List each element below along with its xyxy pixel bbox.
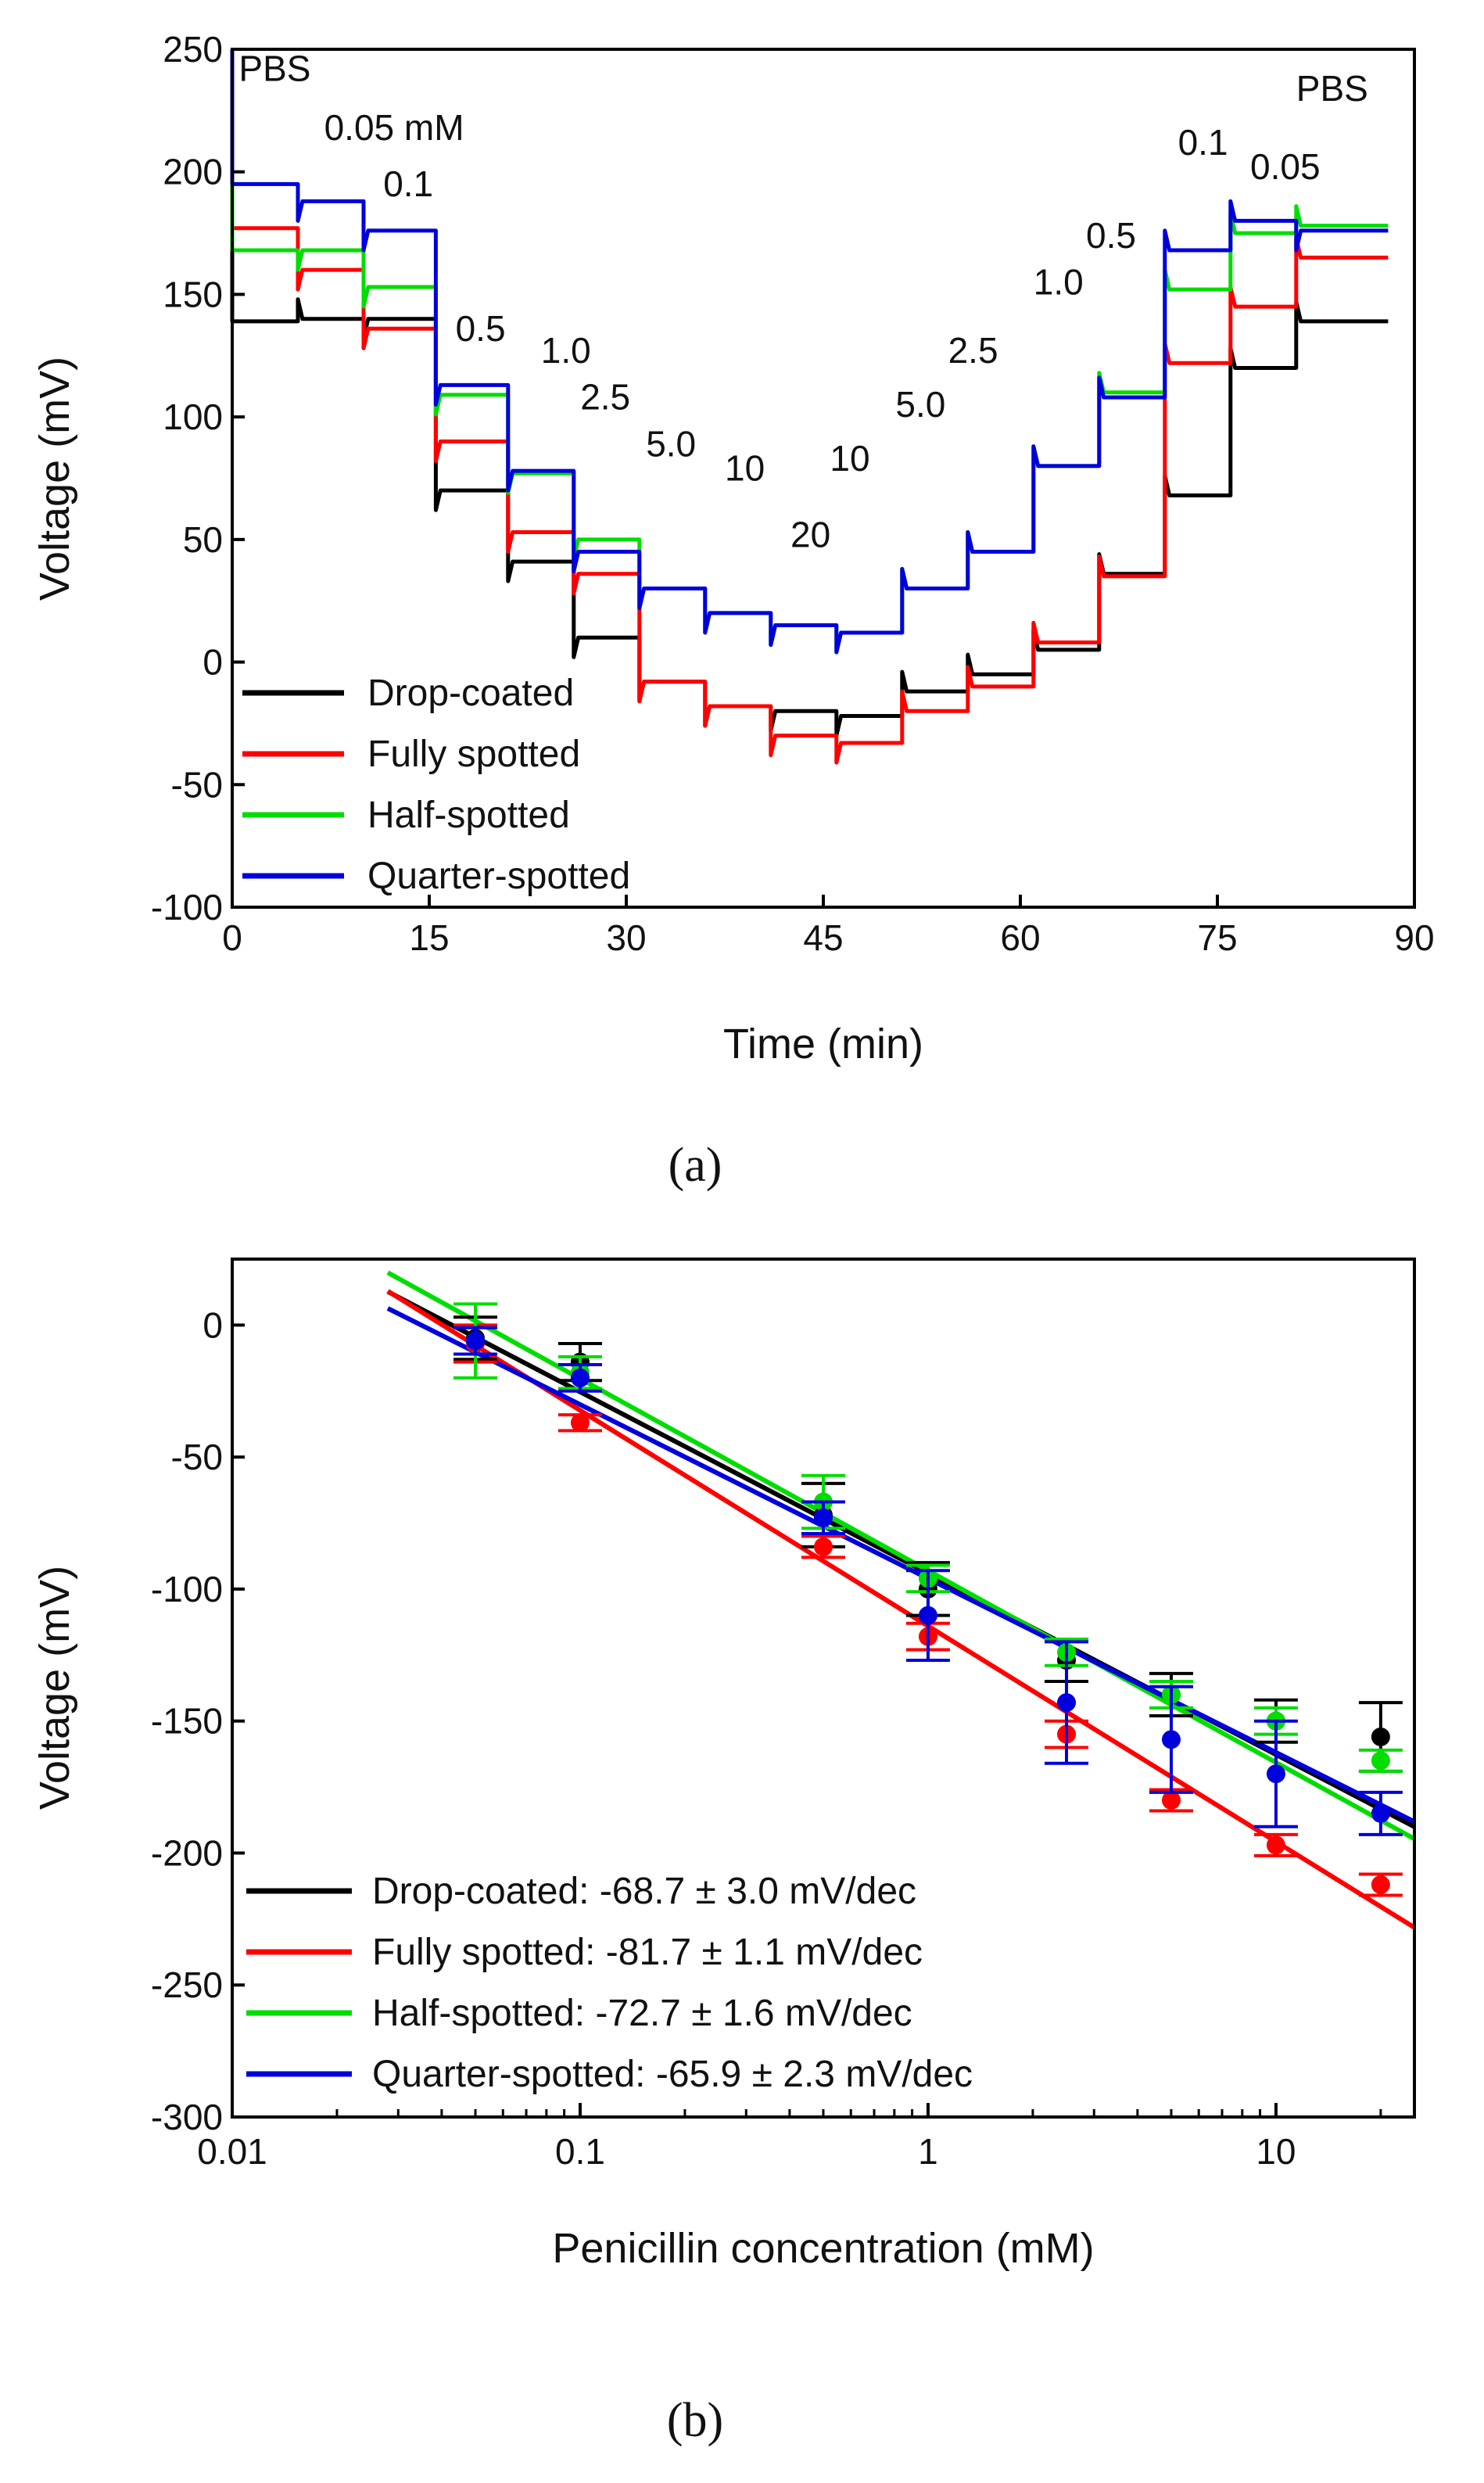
y-tick-label-150: 150: [163, 274, 223, 314]
panel-b-plot-frame: [231, 1258, 1416, 2119]
y-tick-label--100: -100: [151, 887, 223, 928]
data-point-quarter-spotted-0: [466, 1331, 486, 1351]
legend-label-fully-spotted: Fully spotted: [367, 734, 580, 775]
legend-label-half-spotted: Half-spotted: [367, 795, 570, 836]
data-point-fully-spotted-6: [1266, 1835, 1285, 1855]
data-point-fully-spotted-2: [814, 1537, 833, 1556]
y-tick-label--300: -300: [151, 2097, 223, 2137]
y-tick-label--150: -150: [151, 1701, 223, 1742]
panel-a-x-axis-title: Time (min): [723, 1021, 923, 1067]
legend-label-half-spotted: Half-spotted: -72.7 ± 1.6 mV/dec: [372, 1993, 912, 2034]
concentration-annotation-3: 0.5: [456, 308, 506, 349]
legend-label-quarter-spotted: Quarter-spotted: [367, 856, 630, 897]
panel-b-chart: 0.01 0.1 1 10 -300 -250 -200 -150 -100 -50 0 Drop-…: [31, 1258, 1416, 2447]
y-tick-label-0: 0: [203, 642, 223, 683]
x-tick-label-30: 30: [606, 917, 646, 958]
panel-b-data-points: [453, 1302, 1403, 1897]
panel-b-fit-lines: [386, 1270, 1416, 1930]
concentration-annotation-10: 5.0: [895, 384, 945, 425]
x-tick-label-10: 10: [1256, 2131, 1296, 2172]
x-tick-label-1: 1: [918, 2131, 938, 2172]
panel-a-series-group: [230, 49, 1389, 765]
y-tick-label-50: 50: [183, 519, 223, 560]
y-tick-label-250: 250: [163, 29, 223, 70]
x-tick-label-0.01: 0.01: [197, 2131, 267, 2172]
data-point-quarter-spotted-2: [814, 1508, 833, 1527]
panel-a-legend: Drop-coated Fully spotted Half-spotted Quar…: [242, 673, 630, 897]
y-tick-label-100: 100: [163, 396, 223, 437]
data-point-quarter-spotted-6: [1266, 1764, 1285, 1784]
legend-label-fully-spotted: Fully spotted: -81.7 ± 1.1 mV/dec: [372, 1932, 923, 1973]
concentration-annotation-14: 0.1: [1178, 122, 1228, 163]
concentration-annotation-2: 0.1: [383, 163, 433, 204]
data-point-quarter-spotted-7: [1371, 1803, 1390, 1823]
concentration-annotation-7: 10: [725, 448, 765, 489]
y-tick-label-200: 200: [163, 152, 223, 192]
y-tick-label--100: -100: [151, 1569, 223, 1609]
panel-b-axes: 0.01 0.1 1 10 -300 -250 -200 -150 -100 -50 0: [151, 1304, 1382, 2172]
data-point-quarter-spotted-4: [1057, 1693, 1077, 1713]
concentration-annotation-8: 20: [790, 514, 830, 554]
data-point-half-spotted-7: [1371, 1751, 1390, 1771]
x-tick-label-15: 15: [409, 917, 449, 958]
x-tick-label-0: 0: [222, 917, 242, 958]
y-tick-label--50: -50: [171, 764, 223, 805]
concentration-annotation-0: PBS: [238, 48, 310, 89]
data-point-fully-spotted-5: [1161, 1790, 1181, 1810]
concentration-annotation-1: 0.05 mM: [324, 107, 464, 148]
concentration-annotation-5: 2.5: [580, 377, 630, 418]
fit-line-half-spotted: [386, 1270, 1416, 1841]
panel-a-y-axis-title: Voltage (mV): [31, 357, 78, 601]
y-tick-label--200: -200: [151, 1832, 223, 1873]
panel-a-label: (a): [669, 1139, 722, 1192]
data-point-quarter-spotted-5: [1161, 1730, 1181, 1749]
concentration-annotation-13: 0.5: [1086, 215, 1136, 256]
fit-line-quarter-spotted: [386, 1306, 1416, 1825]
series-line-quarter-spotted: [230, 49, 1389, 655]
concentration-annotation-9: 10: [830, 438, 869, 479]
panel-a-axes: 0 15 30 45 60 75 90 -100 -50 0 50 100 150 200 250: [151, 29, 1435, 958]
concentration-annotation-4: 1.0: [541, 330, 591, 371]
y-tick-label--50: -50: [171, 1437, 223, 1477]
concentration-annotation-11: 2.5: [948, 330, 998, 371]
panel-b-y-axis-title: Voltage (mV): [31, 1566, 78, 1810]
data-point-quarter-spotted-1: [570, 1368, 590, 1387]
x-tick-label-0.1: 0.1: [555, 2131, 605, 2172]
legend-label-quarter-spotted: Quarter-spotted: -65.9 ± 2.3 mV/dec: [372, 2054, 973, 2095]
x-tick-label-90: 90: [1394, 917, 1434, 958]
data-point-fully-spotted-1: [570, 1413, 590, 1433]
x-tick-label-60: 60: [1000, 917, 1040, 958]
panel-b-x-axis-title: Penicillin concentration (mM): [552, 2225, 1094, 2272]
concentration-annotation-15: 0.05: [1250, 146, 1321, 187]
fit-line-fully-spotted: [386, 1289, 1416, 1930]
concentration-annotation-6: 5.0: [646, 423, 696, 464]
x-tick-label-75: 75: [1197, 917, 1237, 958]
panel-b-legend: Drop-coated: -68.7 ± 3.0 mV/dec Fully spo…: [246, 1871, 973, 2095]
x-tick-label-45: 45: [803, 917, 843, 958]
data-point-drop-coated-7: [1371, 1727, 1390, 1746]
data-point-fully-spotted-7: [1371, 1875, 1390, 1894]
panel-b-label: (b): [667, 2394, 723, 2447]
concentration-annotation-16: PBS: [1296, 68, 1368, 109]
legend-label-drop-coated: Drop-coated: [367, 673, 574, 714]
data-point-quarter-spotted-3: [918, 1606, 937, 1625]
y-tick-label-0: 0: [203, 1304, 223, 1345]
legend-label-drop-coated: Drop-coated: -68.7 ± 3.0 mV/dec: [372, 1871, 916, 1912]
concentration-annotation-12: 1.0: [1034, 261, 1084, 302]
y-tick-label--250: -250: [151, 1965, 223, 2005]
